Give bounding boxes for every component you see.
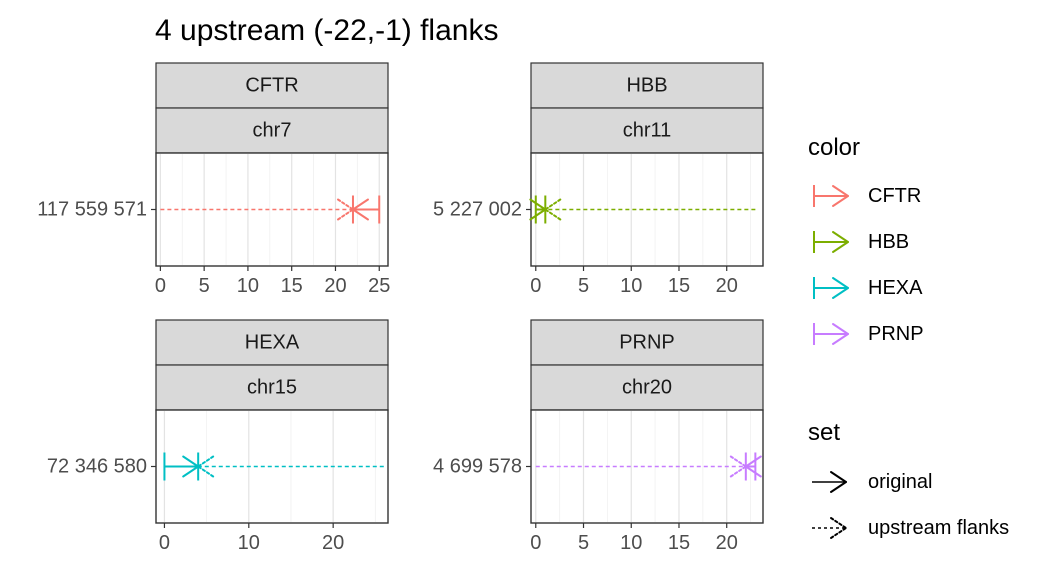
legend-label: original <box>868 471 932 493</box>
x-tick-label: 20 <box>716 532 738 554</box>
flank-arrowhead <box>336 198 354 221</box>
legend-set-title: set <box>808 419 840 446</box>
y-tick-label: 4 699 578 <box>433 456 522 478</box>
legend-label: HEXA <box>868 277 923 299</box>
x-tick-label: 5 <box>199 275 210 297</box>
flank-arrowhead <box>197 455 215 478</box>
legend-key-arrowhead <box>832 185 849 207</box>
y-tick-label: 5 227 002 <box>433 199 522 221</box>
chart-title: 4 upstream (-22,-1) flanks <box>155 14 498 47</box>
legend-key-hbb <box>813 231 849 253</box>
plot-area <box>530 409 764 524</box>
strip-chrom <box>530 107 764 154</box>
x-tick-label: 5 <box>578 532 589 554</box>
facet-panels: CFTR chr7 0 5 10 15 20 25 117 559 571 HBB chr11 0 5 1… <box>37 62 764 554</box>
strip-gene-label: HBB <box>626 75 667 97</box>
original-arrowhead <box>744 455 762 478</box>
x-tick-label: 10 <box>620 532 642 554</box>
strip-gene-label: CFTR <box>245 75 298 97</box>
legend-label: CFTR <box>868 185 921 207</box>
x-tick-label: 20 <box>322 532 344 554</box>
legend-key-prnp <box>813 323 849 345</box>
original-arrowhead <box>529 198 547 221</box>
facet-panel-hbb: HBB chr11 0 5 10 15 20 5 227 002 <box>433 62 764 297</box>
x-tick-label: 15 <box>668 275 690 297</box>
x-tick-label: 0 <box>155 275 166 297</box>
flank-arrowhead <box>544 198 562 221</box>
x-tick-label: 20 <box>716 275 738 297</box>
facet-panel-prnp: PRNP chr20 0 5 10 15 20 4 699 578 <box>433 319 764 554</box>
x-tick-label: 0 <box>530 532 541 554</box>
flank-arrowhead <box>729 455 747 478</box>
x-tick-label: 0 <box>530 275 541 297</box>
legend-key-cftr <box>813 185 849 207</box>
legend-set-arrowhead <box>830 517 847 539</box>
legend-key-arrowhead <box>832 231 849 253</box>
legend-label: upstream flanks <box>868 517 1009 539</box>
y-tick-label: 72 346 580 <box>47 456 147 478</box>
legend: color CFTR HBB HEXA PRNP set original upstream … <box>808 134 1009 539</box>
strip-gene-label: PRNP <box>619 332 675 354</box>
x-tick-label: 15 <box>668 532 690 554</box>
strip-chrom-label: chr11 <box>623 120 672 142</box>
x-tick-label: 15 <box>281 275 303 297</box>
x-tick-label: 5 <box>578 275 589 297</box>
legend-label: HBB <box>868 231 909 253</box>
original-arrowhead <box>182 455 200 478</box>
strip-gene <box>155 62 389 109</box>
legend-label: PRNP <box>868 323 924 345</box>
legend-set-arrowhead <box>830 471 847 493</box>
x-tick-label: 25 <box>368 275 390 297</box>
facet-panel-hexa: HEXA chr15 0 10 20 72 346 580 <box>47 319 389 554</box>
legend-key-arrowhead <box>832 323 849 345</box>
strip-chrom-label: chr7 <box>253 120 292 142</box>
legend-key-hexa <box>813 277 849 299</box>
legend-color-title: color <box>808 134 860 161</box>
x-tick-label: 0 <box>159 532 170 554</box>
strip-chrom-label: chr20 <box>622 377 672 399</box>
strip-gene-label: HEXA <box>245 332 300 354</box>
strip-chrom <box>530 364 764 411</box>
x-tick-label: 10 <box>238 532 260 554</box>
y-tick-label: 117 559 571 <box>37 199 147 221</box>
strip-gene <box>530 62 764 109</box>
legend-set-key <box>812 517 847 539</box>
legend-key-arrowhead <box>832 277 849 299</box>
original-arrowhead <box>351 198 369 221</box>
facet-panel-cftr: CFTR chr7 0 5 10 15 20 25 117 559 571 <box>37 62 390 297</box>
legend-set-key <box>812 471 847 493</box>
x-tick-label: 20 <box>324 275 346 297</box>
plot-area <box>155 152 389 267</box>
strip-chrom-label: chr15 <box>247 377 297 399</box>
strip-chrom <box>155 107 389 154</box>
strip-gene <box>530 319 764 366</box>
x-tick-label: 10 <box>237 275 259 297</box>
x-tick-label: 10 <box>620 275 642 297</box>
strip-gene <box>155 319 389 366</box>
